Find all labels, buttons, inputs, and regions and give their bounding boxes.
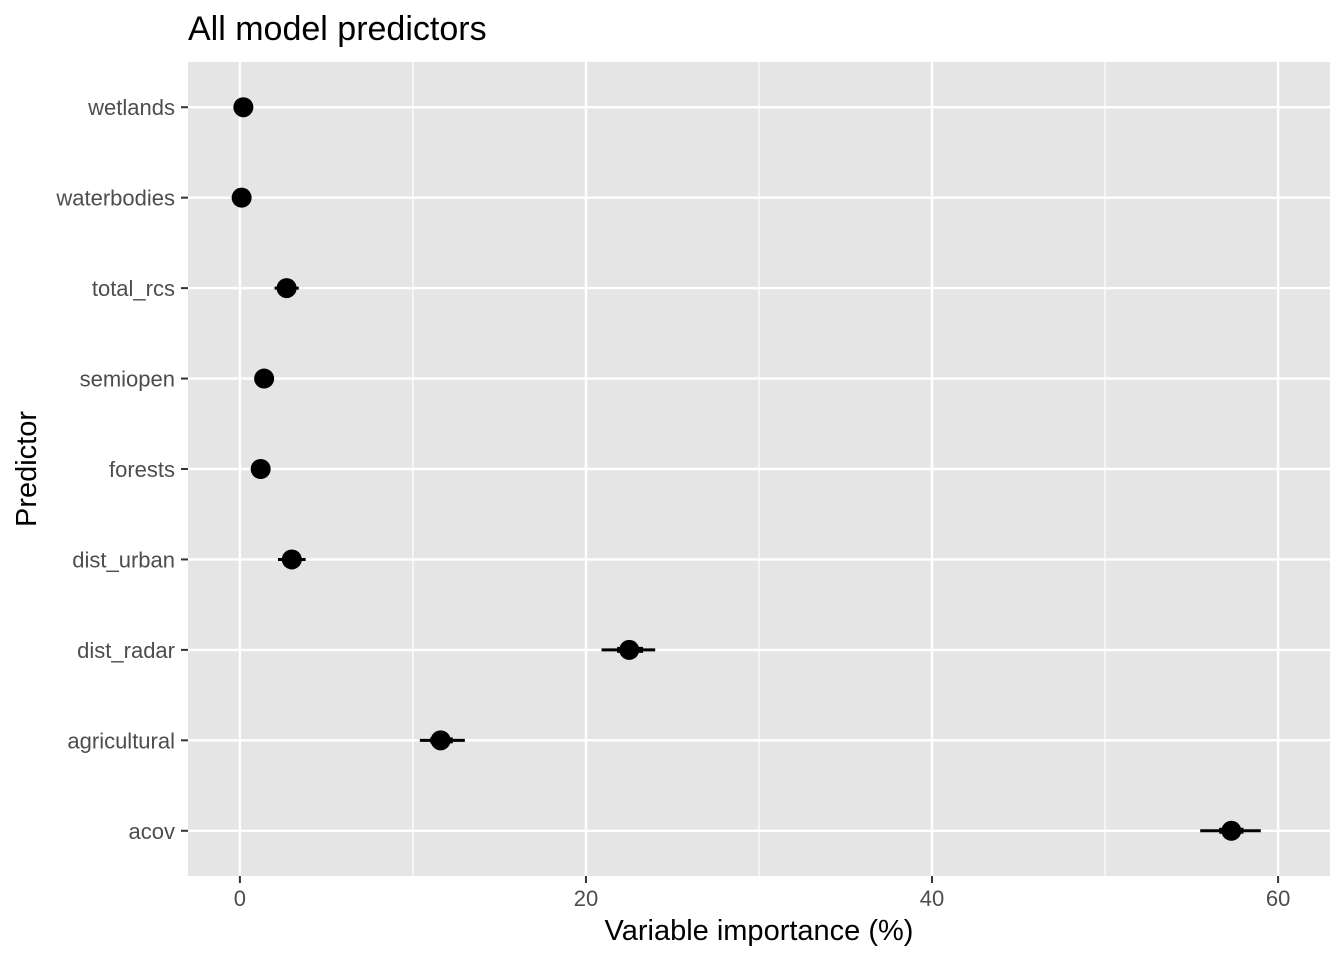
y-tick-label: wetlands xyxy=(87,95,175,120)
y-tick-label: dist_radar xyxy=(77,638,175,663)
x-tick-label: 40 xyxy=(920,886,944,911)
y-tick-label: waterbodies xyxy=(55,186,175,211)
x-tick-label: 60 xyxy=(1266,886,1290,911)
major-gridlines xyxy=(188,62,1330,876)
data-point xyxy=(1221,820,1242,841)
x-tick-label: 20 xyxy=(574,886,598,911)
data-point xyxy=(281,549,302,570)
x-axis-title: Variable importance (%) xyxy=(605,915,914,947)
data-point xyxy=(430,730,451,751)
y-tick-label: forests xyxy=(109,457,175,482)
data-point xyxy=(233,97,254,118)
point-layer xyxy=(231,97,1242,841)
y-axis: wetlands waterbodies total_rcs semiopen fore… xyxy=(55,95,188,844)
data-point xyxy=(250,459,271,479)
y-tick-label: semiopen xyxy=(80,367,175,392)
y-tick-label: dist_urban xyxy=(72,547,175,572)
data-point xyxy=(276,278,297,299)
x-axis: 0 20 40 60 xyxy=(234,876,1290,911)
data-point xyxy=(254,368,275,389)
data-point xyxy=(231,187,252,208)
y-tick-label: acov xyxy=(129,819,175,844)
y-tick-label: total_rcs xyxy=(92,276,175,301)
x-tick-label: 0 xyxy=(234,886,246,911)
y-tick-label: agricultural xyxy=(67,728,175,753)
y-axis-title: Predictor xyxy=(11,411,43,527)
data-point xyxy=(619,639,640,660)
chart-title: All model predictors xyxy=(188,10,487,48)
